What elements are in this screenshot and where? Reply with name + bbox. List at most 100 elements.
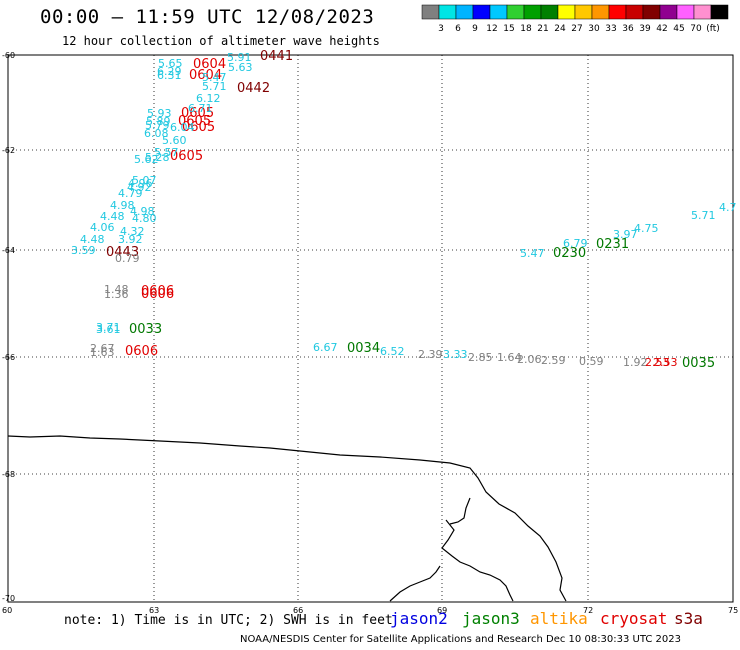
swh-value-label: 6.52 (380, 345, 405, 358)
swh-value-label: 5.57 (154, 146, 179, 159)
swh-value-label: 3.33 (443, 348, 468, 361)
pass-time-label: 0443 (106, 245, 139, 260)
legend-s3a: s3a (674, 609, 703, 628)
lat-label: -68 (2, 470, 15, 479)
footer-credit: NOAA/NESDIS Center for Satellite Applica… (240, 634, 682, 645)
swh-value-label: 4.7 (719, 201, 737, 214)
swh-value-label: 1.48 (104, 283, 129, 296)
legend-jason2: jason2 (390, 609, 448, 628)
pass-time-label: 0604 (193, 57, 226, 72)
scale-tick-label: 70 (690, 24, 702, 34)
swh-value-label: 5.93 (147, 107, 172, 120)
pass-time-label: 0231 (596, 237, 629, 252)
swh-value-label: 4.32 (120, 225, 145, 238)
swh-value-label: 6.67 (313, 341, 338, 354)
lat-label: -62 (2, 146, 15, 155)
scale-tick-label: 30 (588, 24, 600, 34)
swh-value-label: 2.06 (517, 353, 542, 366)
swh-value-label: 4.06 (90, 221, 115, 234)
legend-cryosat: cryosat (600, 609, 668, 628)
coastline-west (389, 565, 441, 602)
page-subtitle: 12 hour collection of altimeter wave hei… (62, 34, 380, 48)
scale-tick-label: 45 (673, 24, 684, 34)
swh-value-label: 2.39 (418, 348, 443, 361)
coastline (7, 435, 567, 602)
swh-value-label: 5.71 (202, 80, 227, 93)
swh-value-label: 0.59 (579, 355, 604, 368)
lat-label: -66 (2, 353, 15, 362)
lat-label: -70 (2, 594, 15, 603)
observation-labels: 0441060406040442060506050605060504430606… (71, 49, 737, 371)
swh-value-label: 5.89 (146, 115, 171, 128)
scale-tick-label: 12 (486, 24, 497, 34)
map-frame (7, 54, 734, 603)
swh-value-label: 6.04 (170, 121, 195, 134)
pass-time-label: 0606 (141, 284, 174, 299)
lon-label: 72 (583, 606, 593, 615)
pass-time-label: 0604 (189, 68, 222, 83)
graticule (8, 55, 733, 602)
legend-altika: altika (530, 609, 588, 628)
pass-time-label: 0442 (237, 81, 270, 96)
swh-value-label: 5.63 (228, 61, 253, 74)
pass-time-label: 0034 (347, 341, 380, 356)
scale-tick-label: 9 (472, 24, 478, 34)
swh-value-label: 4.48 (80, 233, 105, 246)
axis-labels: -60 -62 -64 -66 -68 -70 60 63 66 69 72 75 (2, 51, 738, 615)
scale-tick-label: 6 (455, 24, 461, 34)
pass-time-label: 0606 (141, 287, 174, 302)
swh-value-label: 4.98 (130, 205, 155, 218)
color-scale-legend: 3 6 9 12 15 18 21 24 27 30 33 36 39 42 45 70 (ft) (421, 4, 729, 34)
swh-value-label: 6.31 (157, 69, 182, 82)
swh-value-label: 5.62 (134, 153, 159, 166)
swh-value-label: 5.71 (691, 209, 716, 222)
scale-tick-label: 15 (503, 24, 514, 34)
page-title: 00:00 – 11:59 UTC 12/08/2023 (40, 6, 375, 28)
swh-value-label: 3.92 (118, 233, 143, 246)
swh-value-label: 5.07 (132, 174, 157, 187)
swh-value-label: 4.92 (127, 181, 152, 194)
swh-value-label: 5.91 (227, 51, 252, 64)
pass-time-label: 0441 (260, 49, 293, 64)
scale-tick-label: 21 (537, 24, 548, 34)
swh-value-label: 1.63 (90, 346, 115, 359)
swh-value-label: 5.47 (520, 247, 545, 260)
lon-label: 63 (149, 606, 159, 615)
swh-value-label: 6.79 (563, 237, 588, 250)
swh-value-label: 5.47 (202, 71, 227, 84)
swh-value-label: 6.71 (188, 102, 213, 115)
swh-value-label: 4.75 (634, 222, 659, 235)
pass-time-label: 0035 (682, 356, 715, 371)
swh-value-label: 5.60 (162, 134, 187, 147)
swh-value-label: 3.97 (613, 228, 638, 241)
legend-jason3: jason3 (462, 609, 520, 628)
lon-label: 75 (728, 606, 738, 615)
swh-value-label: 3.59 (71, 244, 96, 257)
pass-time-label: 0605 (182, 120, 215, 135)
scale-tick-label: 27 (571, 24, 582, 34)
pass-time-label: 0605 (181, 106, 214, 121)
swh-value-label: 4.96 (128, 177, 153, 190)
swh-value-label: 2.85 (468, 351, 493, 364)
swh-value-label: 6.12 (196, 92, 221, 105)
swh-value-label: 5.79 (145, 119, 170, 132)
swh-value-label: 1.92 (623, 356, 648, 369)
swh-value-label: 2.67 (90, 342, 115, 355)
swh-value-label: 4.98 (110, 199, 135, 212)
swh-value-label: 6.29 (157, 65, 182, 78)
lon-label: 69 (437, 606, 447, 615)
lon-label: 66 (293, 606, 303, 615)
swh-value-label: 3.61 (96, 323, 121, 336)
swh-value-label: 2.59 (541, 354, 566, 367)
scale-unit-label: (ft) (706, 24, 720, 34)
coastline-mid (449, 497, 471, 525)
coastline-islands (441, 519, 514, 602)
swh-value-label: 4.79 (118, 187, 143, 200)
swh-value-label: 0.79 (115, 252, 140, 265)
swh-value-label: 4.80 (132, 212, 157, 225)
pass-time-label: 0605 (170, 149, 203, 164)
pass-time-label: 0033 (129, 322, 162, 337)
pass-time-label: 0230 (553, 246, 586, 261)
